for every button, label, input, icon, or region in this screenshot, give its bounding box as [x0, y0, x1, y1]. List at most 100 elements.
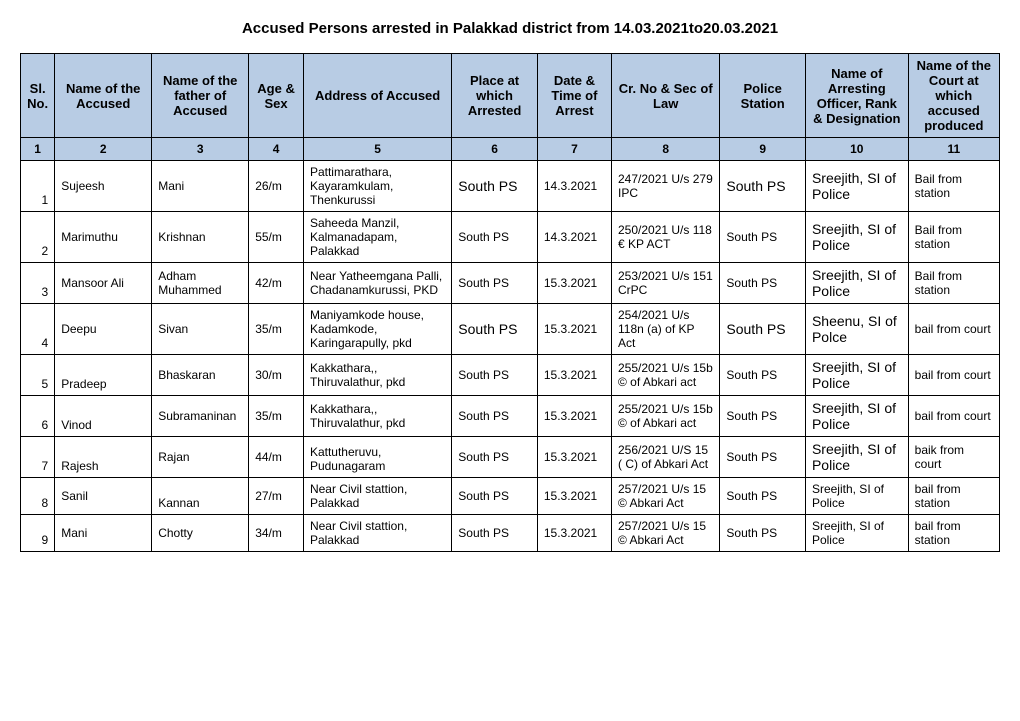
- cell-date: 15.3.2021: [537, 263, 611, 304]
- cell-sl: 5: [21, 355, 55, 396]
- cell-age: 35/m: [249, 304, 304, 355]
- table-row: 8SanilKannan27/mNear Civil stattion, Pal…: [21, 478, 1000, 515]
- hdr-sl: Sl. No.: [21, 54, 55, 138]
- cell-officer: Sreejith, SI of Police: [805, 263, 908, 304]
- cell-sl: 7: [21, 437, 55, 478]
- cell-sl: 9: [21, 515, 55, 552]
- colnum: 11: [908, 138, 999, 161]
- cell-father: Bhaskaran: [152, 355, 249, 396]
- cell-ps: South PS: [720, 161, 806, 212]
- cell-name: Deepu: [55, 304, 152, 355]
- cell-place: South PS: [452, 304, 538, 355]
- hdr-date: Date & Time of Arrest: [537, 54, 611, 138]
- cell-age: 35/m: [249, 396, 304, 437]
- cell-date: 14.3.2021: [537, 161, 611, 212]
- cell-officer: Sreejith, SI of Police: [805, 396, 908, 437]
- cell-cr: 257/2021 U/s 15 © Abkari Act: [612, 478, 720, 515]
- cell-ps: South PS: [720, 437, 806, 478]
- cell-father: Subramaninan: [152, 396, 249, 437]
- cell-place: South PS: [452, 161, 538, 212]
- cell-addr: Pattimarathara, Kayaramkulam, Thenkuruss…: [303, 161, 451, 212]
- cell-place: South PS: [452, 355, 538, 396]
- cell-father: Rajan: [152, 437, 249, 478]
- cell-court: bail from court: [908, 396, 999, 437]
- cell-place: South PS: [452, 212, 538, 263]
- cell-date: 15.3.2021: [537, 304, 611, 355]
- cell-name: Mani: [55, 515, 152, 552]
- table-row: 9ManiChotty34/mNear Civil stattion, Pala…: [21, 515, 1000, 552]
- cell-name: Rajesh: [55, 437, 152, 478]
- cell-cr: 247/2021 U/s 279 IPC: [612, 161, 720, 212]
- cell-name: Marimuthu: [55, 212, 152, 263]
- cell-cr: 250/2021 U/s 118 € KP ACT: [612, 212, 720, 263]
- cell-cr: 254/2021 U/s 118n (a) of KP Act: [612, 304, 720, 355]
- cell-court: baik from court: [908, 437, 999, 478]
- cell-addr: Kakkathara,, Thiruvalathur, pkd: [303, 396, 451, 437]
- cell-cr: 256/2021 U/S 15 ( C) of Abkari Act: [612, 437, 720, 478]
- cell-court: bail from station: [908, 515, 999, 552]
- table-row: 5PradeepBhaskaran30/mKakkathara,, Thiruv…: [21, 355, 1000, 396]
- cell-cr: 255/2021 U/s 15b © of Abkari act: [612, 355, 720, 396]
- cell-addr: Kakkathara,, Thiruvalathur, pkd: [303, 355, 451, 396]
- cell-age: 55/m: [249, 212, 304, 263]
- cell-name: Sujeesh: [55, 161, 152, 212]
- cell-age: 34/m: [249, 515, 304, 552]
- colnum: 7: [537, 138, 611, 161]
- cell-addr: Saheeda Manzil, Kalmanadapam, Palakkad: [303, 212, 451, 263]
- cell-father: Mani: [152, 161, 249, 212]
- column-number-row: 1 2 3 4 5 6 7 8 9 10 11: [21, 138, 1000, 161]
- cell-father: Adham Muhammed: [152, 263, 249, 304]
- hdr-cr: Cr. No & Sec of Law: [612, 54, 720, 138]
- cell-name: Sanil: [55, 478, 152, 515]
- cell-addr: Maniyamkode house, Kadamkode, Karingarap…: [303, 304, 451, 355]
- colnum: 1: [21, 138, 55, 161]
- cell-ps: South PS: [720, 396, 806, 437]
- hdr-age: Age & Sex: [249, 54, 304, 138]
- cell-sl: 4: [21, 304, 55, 355]
- cell-addr: Kattutheruvu, Pudunagaram: [303, 437, 451, 478]
- cell-sl: 8: [21, 478, 55, 515]
- table-row: 1SujeeshMani26/mPattimarathara, Kayaramk…: [21, 161, 1000, 212]
- cell-date: 14.3.2021: [537, 212, 611, 263]
- cell-name: Vinod: [55, 396, 152, 437]
- hdr-court: Name of the Court at which accused produ…: [908, 54, 999, 138]
- cell-place: South PS: [452, 515, 538, 552]
- hdr-addr: Address of Accused: [303, 54, 451, 138]
- colnum: 3: [152, 138, 249, 161]
- cell-officer: Sreejith, SI of Police: [805, 515, 908, 552]
- page-title: Accused Persons arrested in Palakkad dis…: [20, 20, 1000, 37]
- table-row: 7RajeshRajan44/mKattutheruvu, Pudunagara…: [21, 437, 1000, 478]
- hdr-officer: Name of Arresting Officer, Rank & Design…: [805, 54, 908, 138]
- cell-place: South PS: [452, 437, 538, 478]
- cell-name: Mansoor Ali: [55, 263, 152, 304]
- cell-place: South PS: [452, 478, 538, 515]
- cell-addr: Near Civil stattion, Palakkad: [303, 478, 451, 515]
- cell-date: 15.3.2021: [537, 355, 611, 396]
- table-row: 2MarimuthuKrishnan55/mSaheeda Manzil, Ka…: [21, 212, 1000, 263]
- arrest-table: Sl. No. Name of the Accused Name of the …: [20, 53, 1000, 552]
- colnum: 5: [303, 138, 451, 161]
- cell-ps: South PS: [720, 304, 806, 355]
- cell-age: 26/m: [249, 161, 304, 212]
- cell-court: Bail from station: [908, 263, 999, 304]
- cell-place: South PS: [452, 396, 538, 437]
- table-row: 4DeepuSivan35/mManiyamkode house, Kadamk…: [21, 304, 1000, 355]
- cell-place: South PS: [452, 263, 538, 304]
- cell-age: 42/m: [249, 263, 304, 304]
- colnum: 8: [612, 138, 720, 161]
- colnum: 6: [452, 138, 538, 161]
- cell-court: Bail from station: [908, 212, 999, 263]
- cell-sl: 2: [21, 212, 55, 263]
- cell-officer: Sreejith, SI of Police: [805, 355, 908, 396]
- cell-officer: Sreejith, SI of Police: [805, 437, 908, 478]
- cell-court: bail from court: [908, 304, 999, 355]
- cell-name: Pradeep: [55, 355, 152, 396]
- cell-sl: 6: [21, 396, 55, 437]
- header-row: Sl. No. Name of the Accused Name of the …: [21, 54, 1000, 138]
- cell-cr: 257/2021 U/s 15 © Abkari Act: [612, 515, 720, 552]
- cell-cr: 255/2021 U/s 15b © of Abkari act: [612, 396, 720, 437]
- cell-officer: Sreejith, SI of Police: [805, 478, 908, 515]
- cell-date: 15.3.2021: [537, 396, 611, 437]
- colnum: 10: [805, 138, 908, 161]
- colnum: 4: [249, 138, 304, 161]
